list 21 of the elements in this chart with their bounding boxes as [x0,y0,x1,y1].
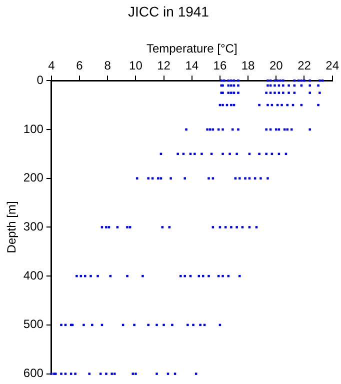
x-tick-label: 22 [298,58,312,73]
x-tick-label: 20 [269,58,284,73]
x-tick-label: 4 [48,58,56,73]
x-tick-label: 6 [76,58,84,73]
x-tick-label: 14 [185,58,199,73]
x-tick-label: 16 [213,58,227,73]
y-tick-label: 200 [23,170,44,185]
y-tick-label: 300 [23,220,44,234]
chart-title: JICC in 1941 [128,3,210,20]
y-axis-title: Depth [m] [4,201,19,254]
y-tick-label: 500 [23,317,44,332]
x-tick-label: 8 [104,58,112,73]
x-tick-label: 12 [157,58,171,73]
y-tick-label: 0 [36,72,44,87]
x-axis-title: Temperature [°C] [146,41,238,56]
y-tick-label: 100 [23,122,44,136]
y-tick-label: 600 [23,366,44,380]
x-tick-label: 10 [129,58,143,73]
x-tick-label: 24 [326,58,340,73]
y-tick-label: 400 [23,268,44,282]
x-tick-label: 18 [241,58,256,73]
